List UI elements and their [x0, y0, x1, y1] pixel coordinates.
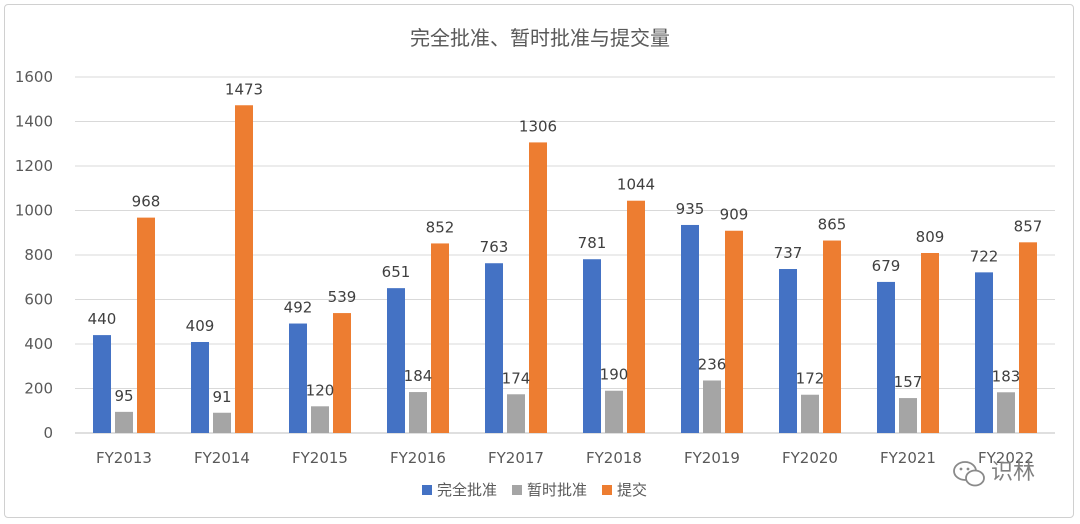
legend-label: 暂时批准	[527, 481, 587, 499]
bar	[681, 224, 699, 433]
wechat-icon	[953, 461, 985, 487]
data-label: 492	[284, 299, 313, 317]
bar	[333, 313, 351, 433]
bar	[507, 394, 525, 433]
bar	[93, 335, 111, 433]
x-tick-label: FY2016	[390, 449, 446, 467]
data-labels: 440 95 968 409 91 1473 492 120 539 651 184 852 763 17…	[88, 80, 1043, 405]
legend-label: 提交	[617, 481, 647, 499]
bar	[921, 252, 939, 433]
data-label: 651	[382, 263, 411, 281]
data-label: 763	[480, 238, 509, 256]
bar	[975, 272, 993, 433]
y-tick-label: 800	[24, 246, 53, 264]
data-label: 236	[698, 355, 727, 373]
data-label: 1044	[617, 176, 655, 194]
bar	[115, 411, 133, 433]
chart-frame: 完全批准、暂时批准与提交量 0 200 400 600 800 1000 1200 1400 1…	[4, 4, 1074, 518]
bar	[311, 406, 329, 433]
data-label: 857	[1014, 217, 1043, 235]
bar	[779, 269, 797, 433]
bar	[997, 392, 1015, 433]
x-tick-label: FY2022	[978, 449, 1034, 467]
data-label: 722	[970, 247, 999, 265]
y-tick-label: 0	[43, 424, 53, 442]
bar	[605, 390, 623, 433]
data-label: 865	[818, 216, 847, 234]
bar	[235, 105, 253, 433]
watermark-text: 识林	[991, 460, 1035, 485]
data-label: 1473	[225, 80, 263, 98]
data-label: 172	[796, 370, 825, 388]
y-tick-label: 1600	[15, 68, 53, 86]
bars	[93, 105, 1037, 434]
data-label: 120	[306, 381, 335, 399]
y-tick-label: 1000	[15, 202, 53, 220]
data-label: 935	[676, 200, 705, 218]
data-label: 174	[502, 369, 531, 387]
y-axis: 0 200 400 600 800 1000 1200 1400 1600	[15, 68, 53, 442]
data-label: 440	[88, 310, 117, 328]
bar	[627, 200, 645, 433]
data-label: 95	[114, 387, 133, 405]
data-label: 737	[774, 244, 803, 262]
x-axis: FY2013 FY2014 FY2015 FY2016 FY2017 FY2018 FY20…	[96, 449, 1034, 467]
x-tick-label: FY2015	[292, 449, 348, 467]
x-tick-label: FY2021	[880, 449, 936, 467]
bar	[899, 398, 917, 433]
legend: 完全批准 暂时批准 提交	[422, 481, 647, 499]
x-tick-label: FY2019	[684, 449, 740, 467]
y-tick-label: 1400	[15, 113, 53, 131]
bar	[529, 142, 547, 434]
data-label: 91	[212, 388, 231, 406]
x-tick-label: FY2013	[96, 449, 152, 467]
bar	[725, 230, 743, 433]
x-tick-label: FY2017	[488, 449, 544, 467]
data-label: 157	[894, 373, 923, 391]
watermark: 识林	[953, 460, 1035, 487]
bar	[431, 243, 449, 433]
data-label: 781	[578, 234, 607, 252]
x-tick-label: FY2020	[782, 449, 838, 467]
y-tick-label: 600	[24, 291, 53, 309]
bar	[191, 341, 209, 433]
data-label: 679	[872, 257, 901, 275]
data-label: 909	[720, 206, 749, 224]
bar	[823, 240, 841, 433]
legend-swatch	[512, 485, 522, 495]
x-tick-label: FY2014	[194, 449, 250, 467]
legend-swatch	[602, 485, 612, 495]
bar	[485, 263, 503, 433]
y-tick-label: 400	[24, 335, 53, 353]
data-label: 968	[132, 193, 161, 211]
bar	[583, 259, 601, 433]
bar	[801, 394, 819, 433]
data-label: 184	[404, 367, 433, 385]
bar	[1019, 242, 1037, 433]
bar	[289, 323, 307, 433]
data-label: 409	[186, 317, 215, 335]
legend-swatch	[422, 485, 432, 495]
bar	[703, 380, 721, 433]
data-label: 809	[916, 228, 945, 246]
bar	[213, 412, 231, 433]
x-tick-label: FY2018	[586, 449, 642, 467]
data-label: 190	[600, 366, 629, 384]
y-tick-label: 1200	[15, 157, 53, 175]
data-label: 539	[328, 288, 357, 306]
legend-label: 完全批准	[437, 481, 497, 499]
data-label: 852	[426, 218, 455, 236]
data-label: 1306	[519, 117, 557, 135]
bar	[409, 392, 427, 433]
bar	[877, 281, 895, 433]
bar-chart: 完全批准、暂时批准与提交量 0 200 400 600 800 1000 1200 1400 1…	[15, 26, 1055, 499]
y-tick-label: 200	[24, 380, 53, 398]
bar	[137, 217, 155, 433]
chart-title: 完全批准、暂时批准与提交量	[410, 26, 670, 50]
bar	[387, 288, 405, 433]
data-label: 183	[992, 367, 1021, 385]
